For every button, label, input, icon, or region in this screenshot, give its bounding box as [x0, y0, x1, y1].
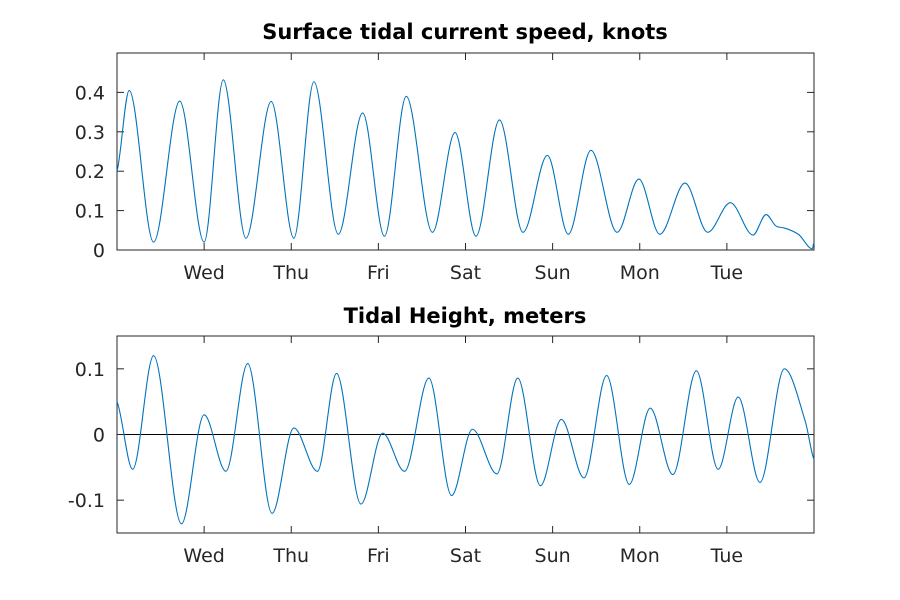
y-tick-label: 0.1	[75, 201, 105, 223]
series-line	[116, 79, 815, 250]
x-tick-label: Fri	[367, 545, 390, 567]
series-lines	[116, 79, 815, 250]
x-tick-label: Thu	[272, 545, 309, 567]
x-tick-label: Sat	[450, 545, 481, 567]
series-line	[116, 355, 815, 525]
x-tick-label: Tue	[710, 545, 743, 567]
x-tick-label: Sat	[450, 262, 481, 284]
y-tick-label: 0	[93, 240, 105, 262]
series-lines	[116, 355, 815, 525]
x-axis-ticks: Wed Thu Fri Sat Sun Mon Tue	[183, 53, 743, 284]
x-tick-label: Mon	[620, 545, 660, 567]
y-axis-ticks: 0 0.1 0.2 0.3 0.4	[75, 82, 814, 262]
y-tick-label: 0.1	[75, 359, 105, 381]
x-tick-label: Sun	[535, 262, 571, 284]
chart-title: Tidal Height, meters	[344, 304, 587, 328]
y-tick-label: 0	[93, 425, 105, 447]
y-axis-ticks: -0.1 0 0.1	[68, 359, 814, 512]
y-tick-label: 0.2	[75, 161, 105, 183]
x-tick-label: Wed	[183, 545, 224, 567]
y-tick-label: -0.1	[68, 490, 105, 512]
chart-title: Surface tidal current speed, knots	[262, 20, 668, 44]
x-tick-label: Mon	[620, 262, 660, 284]
current-speed-chart: Surface tidal current speed, knots 00.10…	[75, 20, 815, 284]
y-tick-label: 0.4	[75, 82, 105, 104]
x-tick-label: Sun	[535, 545, 571, 567]
x-tick-label: Wed	[183, 262, 224, 284]
y-tick-label: 0.3	[75, 122, 105, 144]
x-tick-label: Fri	[367, 262, 390, 284]
x-axis-ticks: Wed Thu Fri Sat Sun Mon Tue	[183, 336, 743, 567]
x-tick-label: Thu	[272, 262, 309, 284]
x-tick-label: Tue	[710, 262, 743, 284]
tidal-height-chart: Tidal Height, meters -0.1 0 0.1 Wed Thu Fri S…	[68, 304, 815, 567]
